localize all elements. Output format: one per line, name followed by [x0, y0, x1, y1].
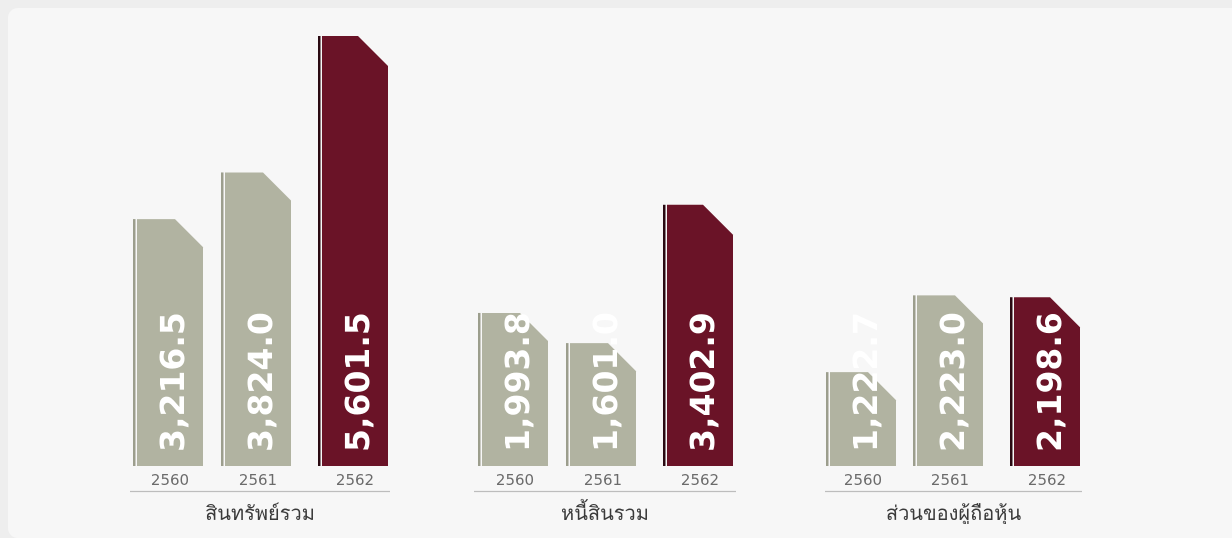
- bar-body: [225, 172, 291, 466]
- bar-edge: [478, 312, 481, 466]
- bar-edge: [566, 343, 569, 466]
- group-title: สินทรัพย์รวม: [205, 501, 315, 524]
- bar-edge: [133, 219, 136, 466]
- bar-value-label: 1,993.8: [498, 312, 537, 452]
- bar-2562: 3,402.9 2562: [663, 204, 733, 489]
- year-label: 2560: [496, 471, 534, 489]
- bar-2560: 1,993.8 2560: [478, 312, 548, 489]
- bar-body: [570, 343, 636, 466]
- bar-value-label: 2,223.0: [933, 312, 972, 452]
- bar-2562: 5,601.5 2562: [318, 36, 388, 489]
- financial-bar-charts: 3,216.5 2560 3,824.0 2561 5,601.5 2562 สินทรัพ…: [130, 36, 1082, 524]
- bar-2561: 3,824.0 2561: [221, 172, 291, 489]
- bar-edge: [826, 372, 829, 466]
- bar-value-label: 3,216.5: [153, 312, 192, 452]
- bar-2560: 1,222.7 2560: [826, 312, 896, 489]
- year-label: 2562: [681, 471, 719, 489]
- year-label: 2561: [931, 471, 969, 489]
- chart-group-2: 1,993.8 2560 1,601.0 2561 3,402.9 2562 หนี้สิน…: [474, 204, 736, 524]
- bar-edge: [1010, 297, 1013, 466]
- bar-edge: [663, 204, 666, 466]
- bar-body: [667, 204, 733, 466]
- bar-value-label: 5,601.5: [338, 312, 377, 452]
- year-label: 2562: [1028, 471, 1066, 489]
- bar-edge: [318, 36, 321, 466]
- bar-body: [482, 312, 548, 466]
- bar-2562: 2,198.6 2562: [1010, 297, 1080, 489]
- bar-2561: 2,223.0 2561: [913, 295, 983, 489]
- bar-body: [137, 219, 203, 466]
- year-label: 2560: [151, 471, 189, 489]
- bar-value-label: 1,222.7: [846, 312, 885, 452]
- year-label: 2562: [336, 471, 374, 489]
- bar-body: [1014, 297, 1080, 466]
- year-label: 2561: [239, 471, 277, 489]
- chart-group-3: 1,222.7 2560 2,223.0 2561 2,198.6 2562 ส่วนของ…: [825, 295, 1082, 524]
- bar-body: [830, 372, 896, 466]
- bar-value-label: 3,402.9: [683, 312, 722, 452]
- bar-body: [322, 36, 388, 466]
- bar-value-label: 1,601.0: [586, 312, 625, 452]
- year-label: 2560: [844, 471, 882, 489]
- bar-2560: 3,216.5 2560: [133, 219, 203, 489]
- bar-edge: [913, 295, 916, 466]
- bar-body: [917, 295, 983, 466]
- year-label: 2561: [584, 471, 622, 489]
- bar-value-label: 2,198.6: [1030, 312, 1069, 452]
- chart-group-1: 3,216.5 2560 3,824.0 2561 5,601.5 2562 สินทรัพ…: [130, 36, 390, 524]
- bar-2561: 1,601.0 2561: [566, 312, 636, 489]
- group-title: ส่วนของผู้ถือหุ้น: [886, 501, 1022, 524]
- bar-edge: [221, 172, 224, 466]
- group-title: หนี้สินรวม: [561, 499, 649, 524]
- bar-value-label: 3,824.0: [241, 312, 280, 452]
